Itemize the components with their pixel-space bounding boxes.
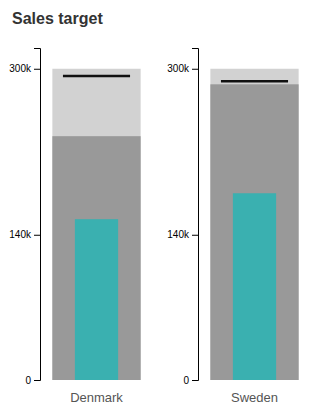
tick-mark [34,69,40,70]
tick: 140k [9,229,40,240]
category-label: Denmark [70,390,123,405]
tick-label: 140k [167,229,190,240]
target-line [221,80,288,83]
range-bar [52,136,140,380]
tick-label: 0 [183,375,189,386]
target-line [63,75,130,78]
tick: 300k [167,63,198,74]
y-axis: 0 140k 300k [167,49,198,386]
bar [233,193,276,380]
tick: 140k [167,229,198,240]
title: Sales target [12,10,103,27]
category-label: Sweden [231,390,278,405]
range-bar [210,69,298,380]
bar [75,219,118,380]
tick: 0 [25,375,40,386]
tick-mark [192,235,198,236]
tick-label: 140k [9,229,32,240]
tick-mark [192,380,198,381]
tick-mark [34,235,40,236]
marks [210,69,298,380]
tick-label: 300k [9,63,32,74]
panel: 0 140k 300k Denmark [9,49,140,406]
axis-line [192,49,199,381]
tick-label: 300k [167,63,190,74]
range-bar [210,84,298,380]
marks [52,69,140,380]
panel: 0 140k 300k Sweden [167,49,298,406]
tick-mark [192,69,198,70]
tick: 0 [183,375,198,386]
y-axis: 0 140k 300k [9,49,40,386]
chart: Sales target 0 140k 300k Denmark 0 140k 300k Swe… [0,0,321,420]
axis-line [34,49,41,381]
tick-mark [34,380,40,381]
tick: 300k [9,63,40,74]
tick-label: 0 [25,375,31,386]
range-bar [52,69,140,380]
